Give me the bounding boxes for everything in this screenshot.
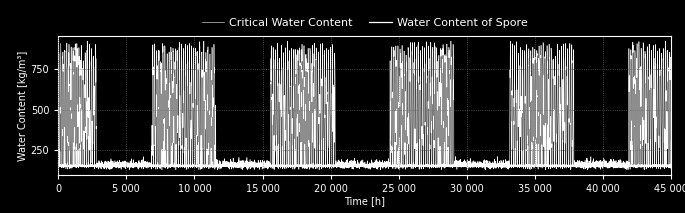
Water Content of Spore xyxy=(54,164,62,167)
Line: Critical Water Content: Critical Water Content xyxy=(58,41,671,170)
Water Content of Spore xyxy=(437,164,445,166)
Water Content of Spore xyxy=(667,165,675,167)
Water Content of Spore xyxy=(549,164,557,167)
Water Content of Spore xyxy=(519,163,527,166)
Critical Water Content xyxy=(360,163,369,166)
Critical Water Content xyxy=(254,165,262,168)
Critical Water Content xyxy=(438,165,446,168)
Critical Water Content xyxy=(667,140,675,143)
X-axis label: Time [h]: Time [h] xyxy=(345,196,385,206)
Line: Water Content of Spore: Water Content of Spore xyxy=(58,164,671,167)
Water Content of Spore xyxy=(254,165,262,168)
Water Content of Spore xyxy=(360,165,369,167)
Legend: Critical Water Content, Water Content of Spore: Critical Water Content, Water Content of… xyxy=(201,18,528,28)
Water Content of Spore xyxy=(624,166,632,168)
Critical Water Content xyxy=(549,58,557,61)
Water Content of Spore xyxy=(408,165,416,167)
Critical Water Content xyxy=(54,125,62,128)
Water Content of Spore xyxy=(573,164,582,167)
Critical Water Content xyxy=(573,160,582,163)
Y-axis label: Water Content [kg/m³]: Water Content [kg/m³] xyxy=(18,50,28,161)
Critical Water Content xyxy=(408,165,416,168)
Critical Water Content xyxy=(447,40,455,42)
Critical Water Content xyxy=(172,168,180,171)
